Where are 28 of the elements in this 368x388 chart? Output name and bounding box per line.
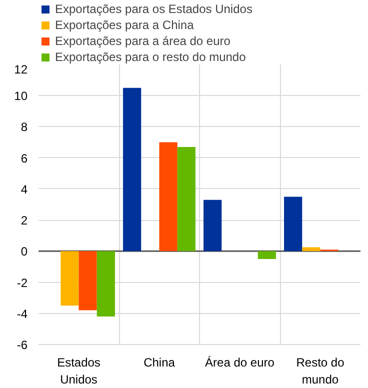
bar [96,251,115,316]
bar [302,247,320,252]
x-tick-label: China [144,356,176,370]
bar [177,146,196,252]
y-tick-label: 10 [14,89,28,104]
y-tick-label: -6 [16,338,28,352]
bar [78,251,97,310]
bar [60,251,79,306]
legend-label: Exportações para os Estados Unidos [55,2,252,16]
y-tick-label: 8 [20,120,28,134]
legend-label: Exportações para o resto do mundo [55,50,246,64]
bar [258,251,276,259]
y-tick-label: 4 [20,182,28,196]
x-tick-label: Resto do mundo [296,356,345,386]
bar [204,200,222,252]
bar [159,142,178,252]
y-tick-label: 6 [20,151,28,166]
x-tick-label: Área do euro [205,356,275,370]
legend-label: Exportações para a área do euro [55,34,230,48]
y-tick-label: 0 [20,244,28,259]
y-tick-label: 2 [20,214,28,228]
x-tick-label: Estados Unidos [57,356,100,386]
bar [284,196,302,252]
legend-label: Exportações para a China [55,18,194,32]
y-tick-label: -4 [16,306,28,321]
y-tick-label: 12 [14,62,28,76]
y-tick-label: -2 [16,276,28,290]
bar [123,88,142,252]
